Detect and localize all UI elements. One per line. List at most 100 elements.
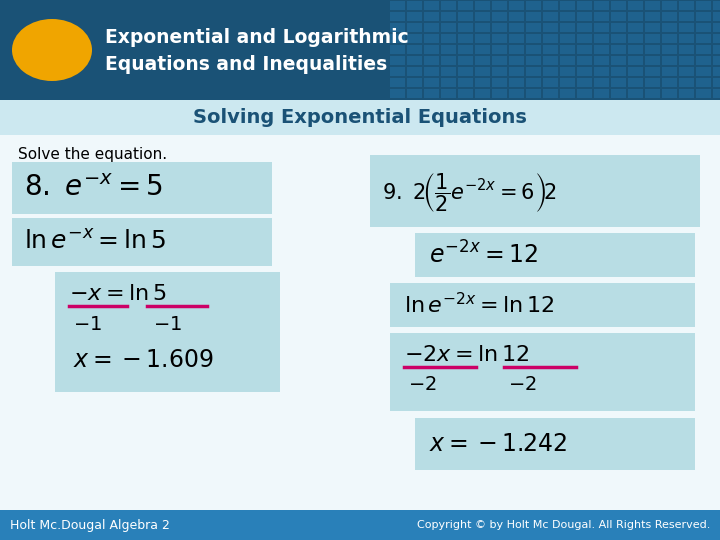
Bar	[628, 56, 643, 65]
Bar	[543, 67, 558, 76]
Bar	[390, 56, 405, 65]
Bar	[594, 34, 609, 43]
Bar	[645, 56, 660, 65]
Bar	[662, 89, 677, 98]
Bar	[560, 67, 575, 76]
Bar	[390, 1, 405, 10]
Bar	[390, 78, 405, 87]
Bar	[424, 12, 439, 21]
Bar	[543, 89, 558, 98]
Bar	[543, 34, 558, 43]
Text: $-1$: $-1$	[153, 314, 182, 334]
Bar	[713, 78, 720, 87]
Bar	[390, 283, 695, 327]
Bar	[12, 218, 272, 266]
Bar	[390, 23, 405, 32]
Bar	[543, 45, 558, 54]
Bar	[441, 1, 456, 10]
Bar	[679, 34, 694, 43]
Bar	[628, 78, 643, 87]
Bar	[645, 67, 660, 76]
Bar	[628, 67, 643, 76]
Bar	[0, 510, 720, 540]
Bar	[441, 45, 456, 54]
Bar	[424, 1, 439, 10]
Bar	[475, 23, 490, 32]
Bar	[662, 23, 677, 32]
Bar	[407, 78, 422, 87]
Bar	[492, 1, 507, 10]
Bar	[611, 56, 626, 65]
Bar	[492, 12, 507, 21]
Bar	[441, 89, 456, 98]
Bar	[407, 12, 422, 21]
Bar	[543, 12, 558, 21]
Bar	[696, 78, 711, 87]
Bar	[441, 78, 456, 87]
Bar	[390, 34, 405, 43]
Bar	[509, 45, 524, 54]
Bar	[645, 1, 660, 10]
Bar	[679, 23, 694, 32]
Bar	[526, 56, 541, 65]
Bar	[458, 34, 473, 43]
Bar	[475, 56, 490, 65]
Text: $-2x = \ln 12$: $-2x = \ln 12$	[404, 345, 529, 365]
Bar	[458, 56, 473, 65]
Bar	[492, 67, 507, 76]
Bar	[662, 34, 677, 43]
Bar	[560, 34, 575, 43]
Text: Copyright © by Holt Mc Dougal. All Rights Reserved.: Copyright © by Holt Mc Dougal. All Right…	[417, 520, 710, 530]
Bar	[696, 56, 711, 65]
Bar	[390, 45, 405, 54]
Bar	[696, 12, 711, 21]
Bar	[662, 12, 677, 21]
Bar	[594, 78, 609, 87]
Bar	[679, 67, 694, 76]
Bar	[611, 45, 626, 54]
Text: $x = -1.242$: $x = -1.242$	[429, 432, 567, 456]
Bar	[509, 56, 524, 65]
Text: $\ln e^{-x} = \ln 5$: $\ln e^{-x} = \ln 5$	[24, 230, 166, 254]
Bar	[679, 45, 694, 54]
Bar	[679, 1, 694, 10]
Bar	[662, 67, 677, 76]
Bar	[458, 89, 473, 98]
Bar	[441, 56, 456, 65]
Bar	[509, 1, 524, 10]
Text: $-2$: $-2$	[408, 375, 437, 395]
Bar	[611, 67, 626, 76]
Bar	[509, 78, 524, 87]
Text: $x = -1.609$: $x = -1.609$	[73, 348, 214, 372]
Bar	[560, 78, 575, 87]
Bar	[441, 12, 456, 21]
Bar	[0, 100, 720, 135]
Bar	[560, 56, 575, 65]
Bar	[509, 89, 524, 98]
Bar	[560, 12, 575, 21]
Bar	[679, 56, 694, 65]
Bar	[713, 56, 720, 65]
Bar	[475, 34, 490, 43]
Bar	[407, 23, 422, 32]
Bar	[526, 45, 541, 54]
Bar	[696, 1, 711, 10]
Bar	[441, 67, 456, 76]
Bar	[407, 45, 422, 54]
Bar	[560, 89, 575, 98]
Bar	[577, 67, 592, 76]
Text: Solve the equation.: Solve the equation.	[18, 147, 167, 162]
Bar	[370, 155, 700, 227]
Bar	[679, 89, 694, 98]
Bar	[441, 23, 456, 32]
Bar	[628, 12, 643, 21]
Bar	[713, 67, 720, 76]
Bar	[424, 23, 439, 32]
Text: Holt Mc.Dougal Algebra 2: Holt Mc.Dougal Algebra 2	[10, 518, 170, 531]
Bar	[611, 23, 626, 32]
Bar	[526, 12, 541, 21]
Bar	[577, 78, 592, 87]
Bar	[475, 12, 490, 21]
Bar	[492, 34, 507, 43]
Bar	[0, 0, 720, 100]
